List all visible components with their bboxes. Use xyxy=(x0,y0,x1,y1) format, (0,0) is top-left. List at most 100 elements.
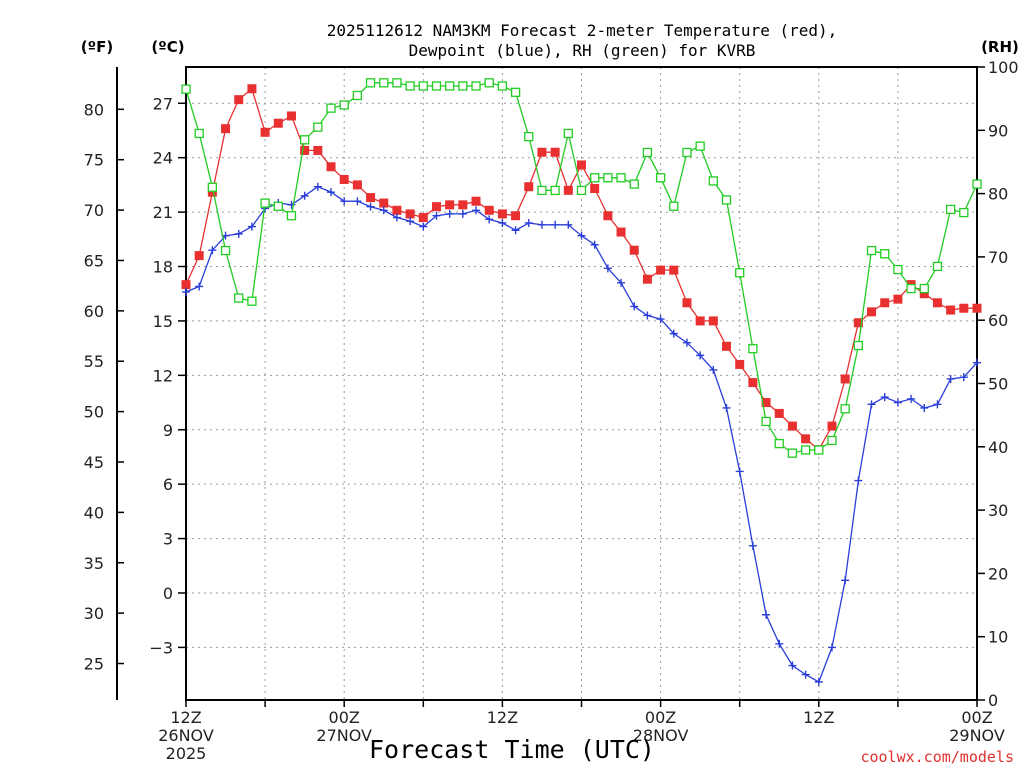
data-point-rh xyxy=(945,204,956,215)
x-tick-label: 00Z xyxy=(329,708,360,727)
data-point-dewpoint xyxy=(696,351,705,360)
data-point-rh xyxy=(326,103,336,113)
data-point-temperature xyxy=(590,184,600,194)
series-2-meter-temperature xyxy=(181,84,982,455)
data-point-rh xyxy=(682,147,692,158)
data-point-rh xyxy=(880,249,890,259)
data-point-rh xyxy=(814,445,824,455)
data-point-temperature xyxy=(366,193,376,203)
data-point-dewpoint xyxy=(313,182,322,191)
data-point-dewpoint xyxy=(762,610,771,619)
data-point-dewpoint xyxy=(208,246,217,255)
data-point-rh xyxy=(959,207,969,218)
data-point-rh xyxy=(590,173,600,183)
rh-tick-label: 20 xyxy=(988,564,1008,583)
data-point-rh xyxy=(234,293,244,303)
data-point-temperature xyxy=(708,316,718,326)
data-point-rh xyxy=(550,185,560,196)
data-point-rh xyxy=(800,445,811,455)
fahrenheit-tick-label: 45 xyxy=(84,453,104,472)
data-point-temperature xyxy=(563,185,573,195)
data-point-rh xyxy=(313,122,323,132)
data-point-rh xyxy=(365,78,376,88)
data-point-temperature xyxy=(313,145,323,155)
data-point-dewpoint xyxy=(524,218,533,227)
data-point-temperature xyxy=(181,280,191,290)
data-point-rh xyxy=(853,340,863,351)
data-point-temperature xyxy=(497,209,507,219)
fahrenheit-tick-label: 70 xyxy=(84,201,104,220)
data-point-dewpoint xyxy=(617,278,626,287)
data-point-rh xyxy=(919,283,929,294)
data-point-rh xyxy=(484,78,494,88)
data-point-rh xyxy=(181,84,191,94)
x-tick-label: 2025 xyxy=(166,744,207,763)
data-point-dewpoint xyxy=(590,240,599,249)
data-point-temperature xyxy=(234,95,244,105)
data-point-temperature xyxy=(392,205,402,215)
series-rh xyxy=(181,78,982,458)
data-point-dewpoint xyxy=(933,400,942,409)
data-point-dewpoint xyxy=(669,329,678,338)
x-tick-label: 26NOV xyxy=(158,726,214,745)
data-point-dewpoint xyxy=(920,403,929,412)
data-point-rh xyxy=(537,185,547,196)
celsius-tick-label: −3 xyxy=(149,638,173,657)
data-point-dewpoint xyxy=(867,400,876,409)
data-point-rh xyxy=(405,81,415,91)
data-point-dewpoint xyxy=(195,282,204,291)
data-point-rh xyxy=(471,81,481,91)
data-point-temperature xyxy=(946,305,956,315)
data-point-temperature xyxy=(827,421,837,431)
data-point-temperature xyxy=(853,318,863,328)
data-point-rh xyxy=(260,198,270,208)
data-point-rh xyxy=(695,141,705,151)
data-point-rh xyxy=(431,81,442,91)
data-point-temperature xyxy=(774,408,784,418)
data-point-temperature xyxy=(840,374,850,384)
data-point-temperature xyxy=(682,298,692,308)
unit-celsius-label: (ºC) xyxy=(151,38,184,56)
data-point-temperature xyxy=(603,211,613,221)
data-point-temperature xyxy=(959,303,969,313)
data-point-dewpoint xyxy=(643,311,652,320)
data-point-dewpoint xyxy=(973,358,981,367)
data-point-rh xyxy=(721,195,732,205)
data-point-dewpoint xyxy=(722,403,731,412)
data-point-temperature xyxy=(616,227,626,237)
data-point-rh xyxy=(392,78,402,88)
data-point-temperature xyxy=(458,200,468,210)
fahrenheit-tick-label: 25 xyxy=(84,655,104,674)
x-tick-label: 27NOV xyxy=(316,726,372,745)
data-point-rh xyxy=(893,264,903,275)
data-point-dewpoint xyxy=(959,373,968,382)
data-point-temperature xyxy=(471,196,481,206)
data-point-rh xyxy=(972,179,982,189)
data-point-temperature xyxy=(247,84,257,94)
data-point-dewpoint xyxy=(854,476,863,485)
data-point-dewpoint xyxy=(841,576,850,585)
data-point-temperature xyxy=(787,421,797,431)
data-point-temperature xyxy=(867,307,877,317)
chart-title-line1: 2025112612 NAM3KM Forecast 2-meter Tempe… xyxy=(327,21,838,40)
data-point-dewpoint xyxy=(498,218,507,227)
data-point-rh xyxy=(932,261,943,272)
data-point-temperature xyxy=(405,209,415,219)
data-point-temperature xyxy=(972,303,982,313)
data-point-dewpoint xyxy=(827,643,836,652)
celsius-tick-label: 24 xyxy=(153,149,173,168)
rh-tick-label: 50 xyxy=(988,375,1008,394)
data-point-rh xyxy=(787,448,798,458)
data-point-temperature xyxy=(445,200,455,210)
rh-tick-label: 60 xyxy=(988,311,1008,330)
x-tick-label: 29NOV xyxy=(949,726,1005,745)
fahrenheit-tick-label: 80 xyxy=(84,100,104,119)
fahrenheit-tick-label: 55 xyxy=(84,352,104,371)
data-point-dewpoint xyxy=(709,365,718,374)
fahrenheit-tick-label: 75 xyxy=(84,151,104,170)
celsius-tick-label: 0 xyxy=(163,584,173,603)
data-point-rh xyxy=(748,344,758,354)
data-point-dewpoint xyxy=(551,220,560,229)
